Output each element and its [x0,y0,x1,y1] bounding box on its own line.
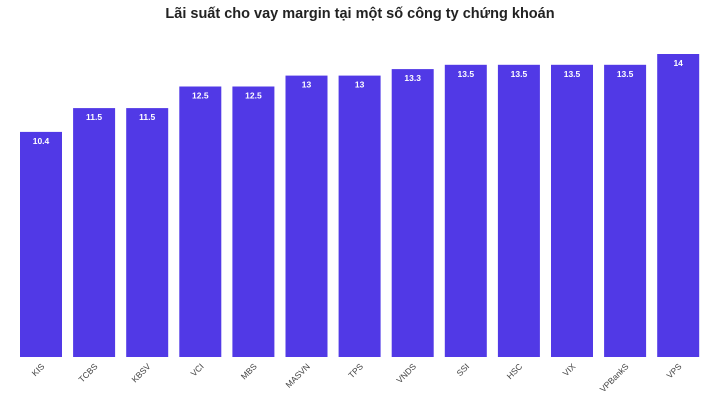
bar-tcbs [73,108,116,357]
value-labels-group: 10.4 11.5 11.5 12.5 12.5 13 13 13.3 13.5 13.5 13.5… [33,58,683,146]
bar-vci [179,86,222,357]
x-tick-label: MASVN [283,361,311,389]
chart-title: Lãi suất cho vay margin tại một số công … [165,6,555,22]
x-tick-label: MBS [239,361,259,381]
x-tick-label: VNDS [394,361,418,385]
value-label: 13.5 [458,69,475,79]
bar-vpbanks [604,64,647,358]
x-tick-label: VPS [665,361,684,380]
value-label: 13 [355,80,365,90]
bar-masvn [285,75,328,357]
bar-vps [657,54,700,357]
bar-kbsv [126,108,169,357]
x-tick-label: HSC [505,361,525,381]
bar-vnds [391,69,434,357]
x-tick-label: TCBS [76,361,99,384]
bars-group [20,54,700,358]
x-tick-label: SSI [454,361,471,378]
x-tick-label: TPS [346,361,365,380]
value-label: 11.5 [86,112,102,122]
value-label: 13.5 [617,69,634,79]
x-tick-label: VCI [189,361,206,378]
value-label: 12.5 [192,91,209,101]
bar-hsc [497,64,540,358]
bar-kis [20,131,62,357]
value-label: 12.5 [245,91,262,101]
bar-tps [338,75,381,357]
value-label: 10.4 [33,136,50,146]
value-label: 13.5 [511,69,528,79]
value-label: 14 [673,58,683,68]
bar-ssi [444,64,487,358]
bar-mbs [232,86,275,357]
x-tick-label: VIX [561,361,578,378]
value-label: 13.5 [564,69,581,79]
value-label: 13.3 [404,73,421,83]
x-tick-labels-group: KIS TCBS KBSV VCI MBS MASVN TPS VNDS SSI HSC VIX VP… [30,361,684,394]
bar-vix [551,64,593,358]
x-tick-label: KBSV [130,361,153,384]
value-label: 11.5 [139,112,155,122]
value-label: 13 [302,80,312,90]
x-tick-label: VPBankS [598,361,631,394]
x-tick-label: KIS [30,361,47,378]
